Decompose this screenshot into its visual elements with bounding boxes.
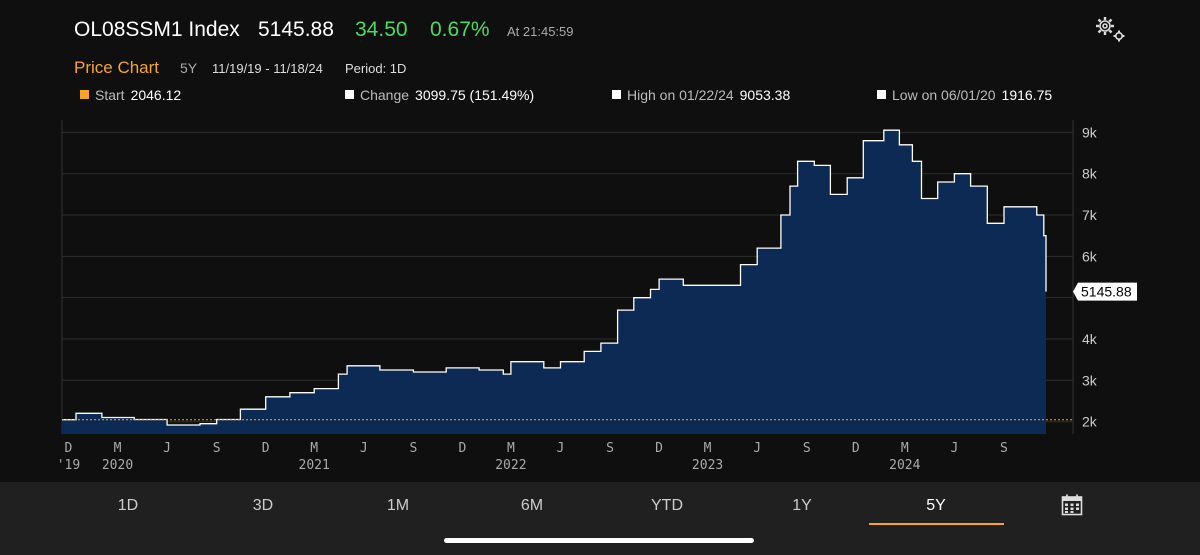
- x-tick-label: J: [753, 441, 761, 456]
- timestamp: At 21:45:59: [507, 24, 574, 39]
- stat-low: Low on 06/01/20 1916.75: [877, 87, 1052, 103]
- x-year-label: 2022: [495, 458, 526, 473]
- tab-6m[interactable]: 6M: [520, 497, 544, 514]
- start-marker-icon: [80, 90, 89, 99]
- y-tick-label: 4k: [1082, 331, 1098, 347]
- x-tick-label: M: [310, 441, 318, 456]
- last-price: 5145.88: [258, 18, 334, 41]
- x-tick-label: M: [507, 441, 515, 456]
- price-line: [62, 129, 1047, 426]
- stat-start: Start 2046.12: [80, 87, 181, 103]
- period-interval: Period: 1D: [345, 61, 407, 76]
- y-tick-label: 6k: [1082, 248, 1098, 264]
- x-tick-label: D: [655, 441, 663, 456]
- price-change: 34.50: [355, 18, 408, 41]
- gear-icon[interactable]: [1092, 14, 1128, 44]
- header-bar: [0, 0, 1200, 110]
- high-value: 9053.38: [739, 87, 791, 103]
- low-marker-icon: [877, 90, 886, 99]
- tab-1m[interactable]: 1M: [386, 497, 410, 514]
- tab-ytd[interactable]: YTD: [651, 497, 683, 514]
- x-tick-label: J: [557, 441, 565, 456]
- x-year-label: '19: [57, 458, 80, 473]
- tab-1y[interactable]: 1Y: [792, 497, 812, 514]
- date-range: 11/19/19 - 11/18/24: [212, 61, 323, 76]
- chart-area: 2k 3k 4k 6k 7k 8k 9k 5145.88 D M J S D M J S D M J S D M J S D M J…: [0, 110, 1200, 482]
- calendar-icon[interactable]: [1061, 494, 1083, 516]
- y-tick-label: 3k: [1082, 372, 1098, 388]
- x-tick-label: J: [950, 441, 958, 456]
- tab-1d[interactable]: 1D: [117, 497, 139, 514]
- y-tick-label: 2k: [1082, 414, 1098, 430]
- x-tick-label: S: [409, 441, 417, 456]
- x-tick-label: D: [458, 441, 466, 456]
- x-tick-label: D: [852, 441, 860, 456]
- last-value-tag-bg: [1073, 282, 1137, 301]
- price-chart[interactable]: 2k 3k 4k 6k 7k 8k 9k 5145.88 D M J S D M J S D M J S D M J S D M J…: [0, 110, 1200, 482]
- last-value-tag: 5145.88: [1073, 282, 1137, 301]
- x-year-label: 2024: [889, 458, 920, 473]
- x-tick-label: S: [213, 441, 221, 456]
- price-area: [62, 130, 1046, 434]
- tab-5y[interactable]: 5Y: [926, 497, 946, 514]
- home-indicator: [444, 538, 754, 543]
- x-tick-label: S: [606, 441, 614, 456]
- tab-3d[interactable]: 3D: [252, 497, 274, 514]
- range-tab-bar: [0, 482, 1200, 555]
- x-tick-label: D: [262, 441, 270, 456]
- ticker-name: OL08SSM1 Index: [74, 18, 240, 41]
- y-tick-label: 8k: [1082, 166, 1098, 182]
- stat-high: High on 01/22/24 9053.38: [612, 87, 790, 103]
- x-tick-label: M: [901, 441, 909, 456]
- x-tick-label: M: [114, 441, 122, 456]
- chart-title: Price Chart: [74, 58, 160, 77]
- period-label: 5Y: [180, 60, 198, 76]
- x-tick-label: J: [163, 441, 171, 456]
- change-marker-icon: [345, 90, 354, 99]
- x-tick-label: S: [803, 441, 811, 456]
- x-year-label: 2023: [692, 458, 723, 473]
- active-tab-indicator: [869, 523, 1004, 525]
- x-tick-label: D: [65, 441, 73, 456]
- x-tick-label: M: [704, 441, 712, 456]
- change-value: 3099.75 (151.49%): [415, 87, 535, 103]
- low-value: 1916.75: [1001, 87, 1053, 103]
- high-marker-icon: [612, 90, 621, 99]
- x-tick-label: S: [1000, 441, 1008, 456]
- y-tick-label: 9k: [1082, 124, 1098, 140]
- x-tick-label: J: [360, 441, 368, 456]
- start-value: 2046.12: [130, 87, 182, 103]
- stat-change: Change 3099.75 (151.49%): [345, 87, 534, 103]
- price-change-pct: 0.67%: [430, 18, 490, 41]
- x-year-label: 2021: [299, 458, 330, 473]
- x-year-label: 2020: [102, 458, 133, 473]
- last-value-label: 5145.88: [1081, 284, 1132, 300]
- y-tick-label: 7k: [1082, 207, 1098, 223]
